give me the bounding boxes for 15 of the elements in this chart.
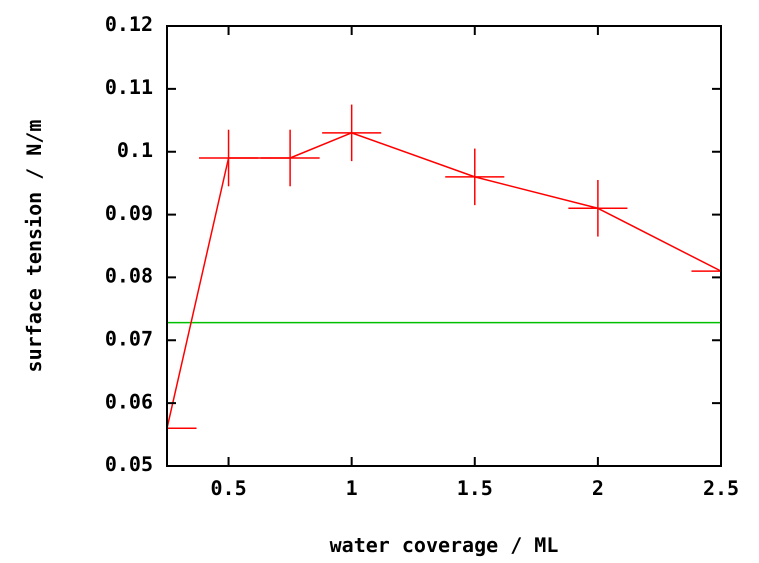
x-tick-label: 0.5 [210,476,247,500]
y-tick-label: 0.1 [116,138,153,162]
y-tick-label: 0.11 [104,75,153,100]
x-tick-label: 2 [592,476,604,500]
y-tick-label: 0.09 [104,200,153,225]
x-tick-label: 2.5 [702,476,740,500]
y-tick-label: 0.07 [104,326,153,350]
y-tick-label: 0.12 [104,12,153,36]
y-tick-label: 0.06 [104,389,153,414]
x-axis-title: water coverage / ML [330,533,558,558]
x-tick-label: 1.5 [456,476,493,500]
y-tick-label: 0.05 [104,452,153,476]
y-tick-label: 0.08 [104,264,153,288]
y-axis-title: surface tension / N/m [22,120,46,372]
x-tick-label: 1 [346,476,358,500]
